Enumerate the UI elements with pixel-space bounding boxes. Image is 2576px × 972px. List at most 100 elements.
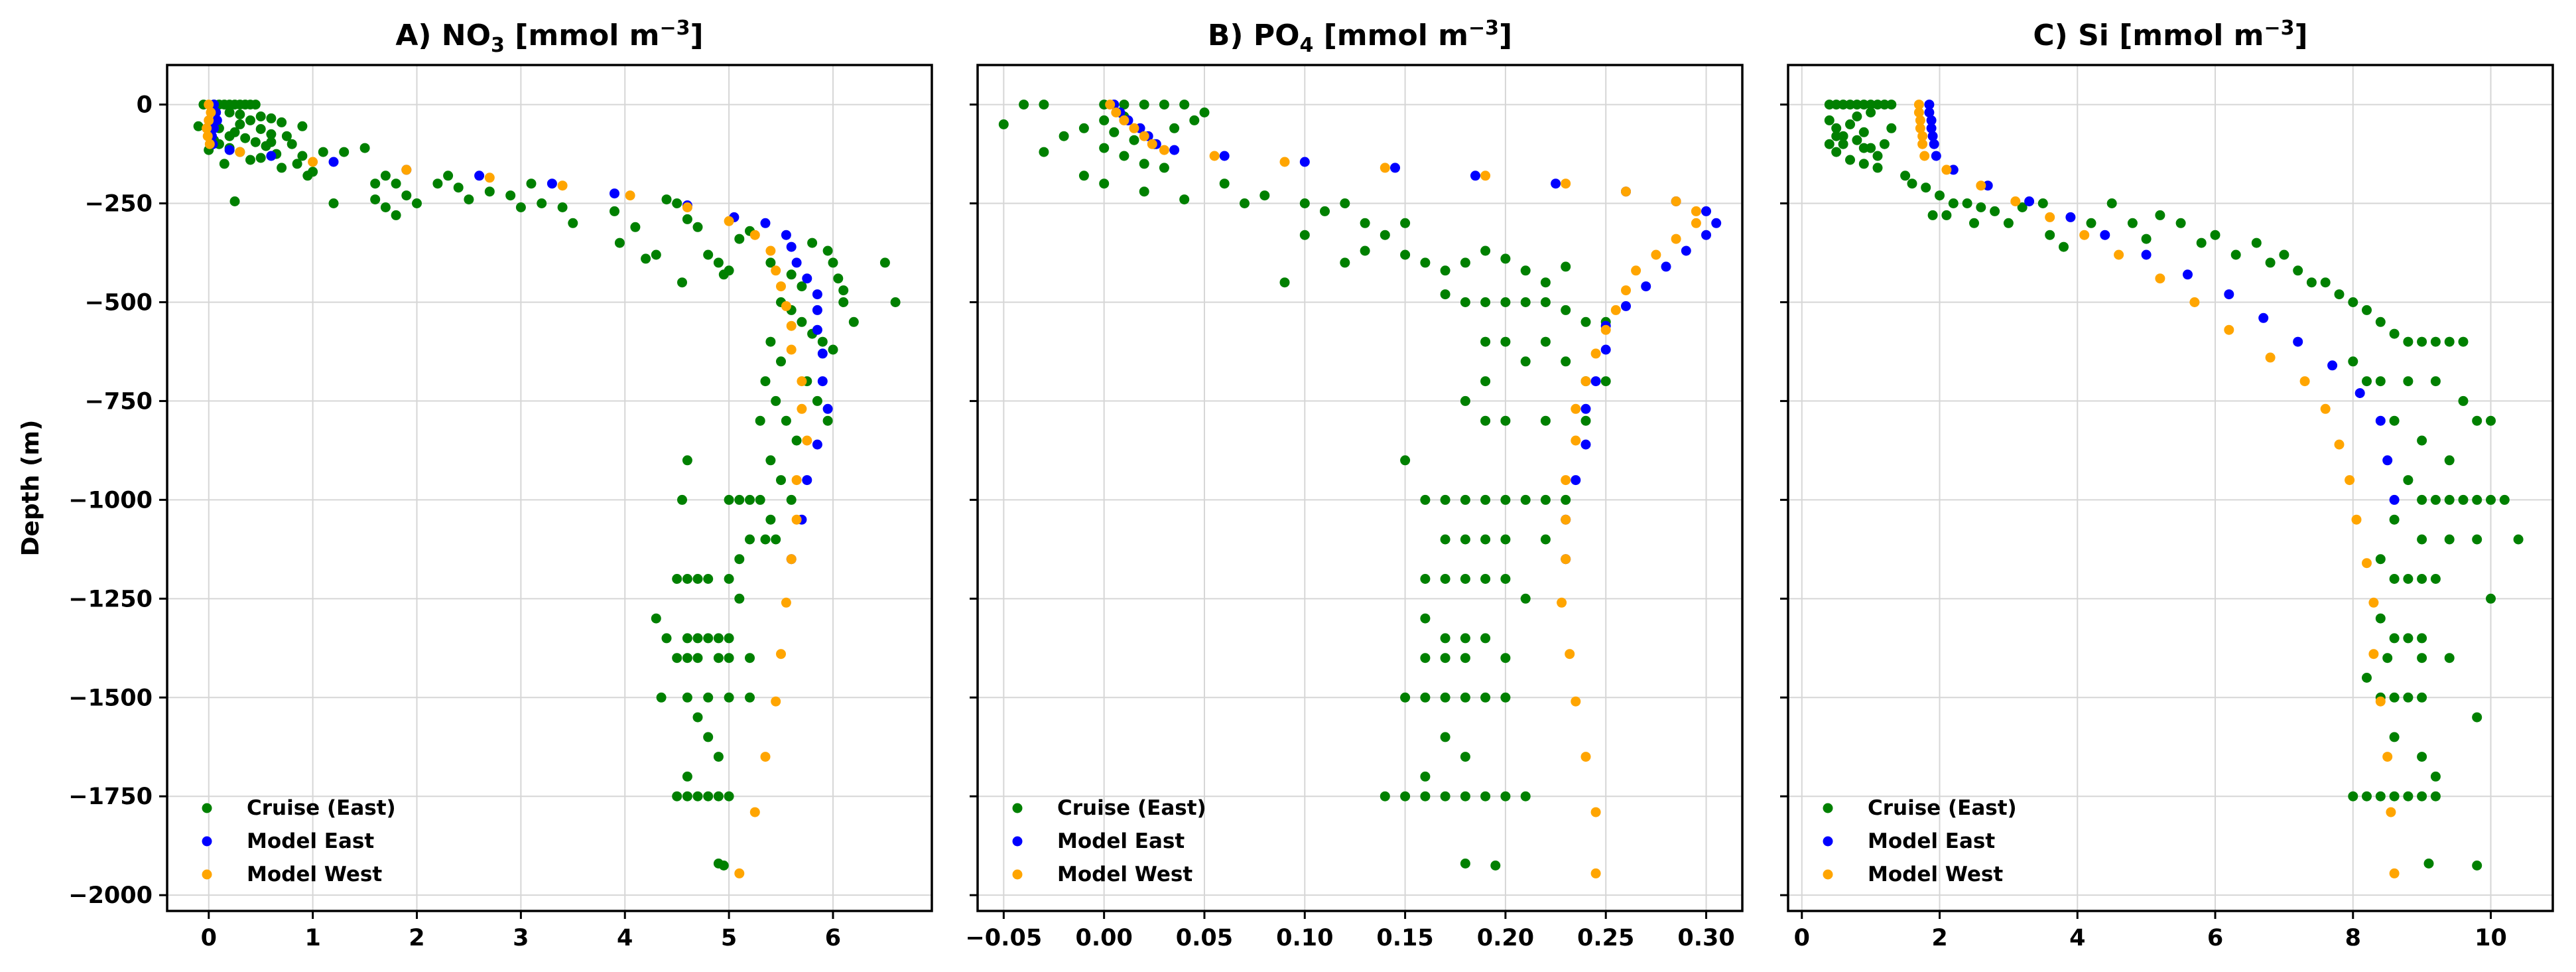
data-point <box>776 356 786 367</box>
data-point <box>1147 139 1157 149</box>
data-point <box>1059 131 1069 141</box>
data-point <box>287 139 297 149</box>
data-point <box>791 435 802 446</box>
data-point <box>1500 415 1511 426</box>
data-point <box>2472 415 2482 426</box>
data-point <box>776 649 786 660</box>
data-point <box>1872 163 1883 173</box>
data-point <box>1380 230 1390 240</box>
data-point <box>672 653 682 663</box>
grid <box>978 65 1742 911</box>
legend-marker <box>202 836 212 847</box>
data-point <box>281 131 292 141</box>
legend: Cruise (East) Model East Model West <box>1823 796 2017 886</box>
data-point <box>2382 455 2393 466</box>
data-point <box>1440 534 1450 545</box>
data-point <box>2430 791 2441 801</box>
data-point <box>370 194 381 205</box>
y-tick-label: −750 <box>85 388 153 415</box>
data-point <box>1480 633 1491 644</box>
data-point <box>998 119 1009 129</box>
data-point <box>2327 360 2338 371</box>
data-point <box>786 344 797 355</box>
data-point <box>1879 100 1890 110</box>
data-point <box>1480 171 1491 181</box>
data-point <box>1976 202 1986 212</box>
data-point <box>1845 100 1855 110</box>
data-point <box>1600 324 1611 335</box>
x-tick-label: 1 <box>304 925 320 951</box>
data-point <box>277 117 287 127</box>
data-point <box>1500 297 1511 307</box>
data-point <box>682 653 692 663</box>
data-point <box>2386 807 2396 817</box>
data-point <box>1420 791 1431 801</box>
data-point <box>1420 771 1431 782</box>
data-point <box>2486 494 2496 505</box>
data-point <box>2375 316 2386 327</box>
data-point <box>245 155 255 165</box>
data-point <box>1099 178 1110 189</box>
data-point <box>1879 139 1890 149</box>
data-point <box>692 574 703 584</box>
data-point <box>1924 107 1935 117</box>
data-point <box>765 336 776 347</box>
series-cruise-east- <box>1824 100 2524 870</box>
data-point <box>749 807 760 817</box>
data-point <box>308 157 318 167</box>
data-point <box>786 320 797 331</box>
data-point <box>833 273 844 284</box>
data-point <box>1641 281 1651 292</box>
data-point <box>724 633 734 644</box>
data-point <box>848 316 859 327</box>
data-point <box>1440 265 1450 276</box>
data-point <box>2100 230 2110 240</box>
x-tick-label: 0 <box>201 925 217 951</box>
data-point <box>1824 100 1835 110</box>
data-point <box>370 178 381 189</box>
data-point <box>822 415 833 426</box>
data-point <box>734 868 745 878</box>
data-point <box>1500 494 1511 505</box>
x-tick-label: 4 <box>2069 925 2085 951</box>
data-point <box>328 198 339 208</box>
data-point <box>1580 439 1591 450</box>
data-point <box>1480 534 1491 545</box>
data-point <box>1119 151 1129 161</box>
data-point <box>2320 403 2331 414</box>
y-tick-label: −1500 <box>68 685 153 711</box>
data-point <box>2417 633 2427 644</box>
data-point <box>1935 190 1945 201</box>
data-point <box>1691 206 1701 216</box>
data-point <box>2368 597 2379 608</box>
data-point <box>1078 171 1089 181</box>
data-point <box>1500 253 1511 264</box>
data-point <box>828 344 838 355</box>
data-point <box>1440 574 1450 584</box>
data-point <box>1701 230 1711 240</box>
data-point <box>2037 198 2048 208</box>
data-point <box>682 692 692 703</box>
data-point <box>1561 261 1571 272</box>
data-point <box>202 131 213 141</box>
data-point <box>682 574 692 584</box>
panel-title: A) NO3 [mmol m−3] <box>395 17 703 57</box>
data-point <box>1460 791 1470 801</box>
data-point <box>802 435 812 446</box>
data-point <box>557 180 568 191</box>
data-point <box>791 257 802 268</box>
legend-label: Cruise (East) <box>1057 796 1206 820</box>
series-cruise-east- <box>193 100 901 870</box>
data-point <box>339 147 350 157</box>
data-point <box>1924 100 1935 110</box>
data-point <box>2106 198 2117 208</box>
data-point <box>1838 131 1848 141</box>
x-tick-label: 2 <box>409 925 424 951</box>
data-point <box>2306 277 2317 288</box>
data-point <box>734 494 745 505</box>
data-point <box>1109 127 1120 137</box>
data-point <box>724 494 734 505</box>
data-point <box>1480 376 1491 387</box>
data-point <box>547 178 557 189</box>
data-point <box>2458 395 2469 406</box>
